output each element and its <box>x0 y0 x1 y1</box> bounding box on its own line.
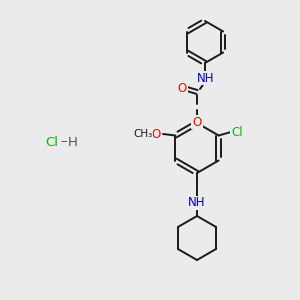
Text: CH₃: CH₃ <box>134 129 153 139</box>
Text: Cl: Cl <box>231 125 243 139</box>
Text: NH: NH <box>188 196 206 209</box>
Text: NH: NH <box>197 71 215 85</box>
Text: Cl: Cl <box>46 136 59 148</box>
Text: O: O <box>192 116 202 128</box>
Text: –: – <box>61 136 67 148</box>
Text: O: O <box>152 128 160 140</box>
Text: H: H <box>68 136 78 148</box>
Text: O: O <box>177 82 187 95</box>
